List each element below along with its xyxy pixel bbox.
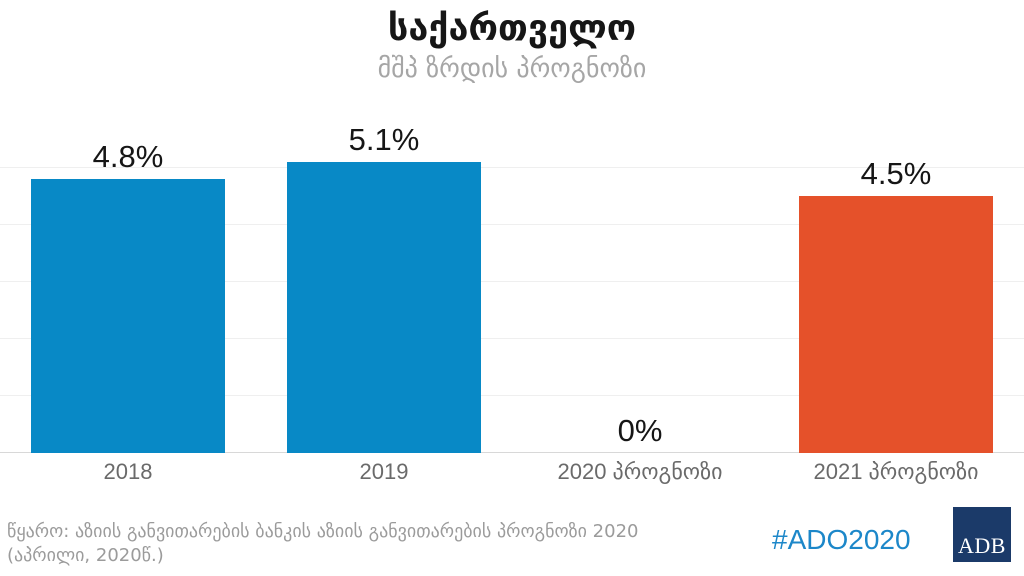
- source-line-1: წყარო: აზიის განვითარების ბანკის აზიის გ…: [7, 521, 639, 542]
- gridline: [0, 395, 1024, 396]
- value-label-2021-forecast: 4.5%: [860, 156, 932, 191]
- value-label-2020-forecast: 0%: [617, 413, 663, 448]
- x-axis-line: [0, 452, 1024, 453]
- adb-logo-text: ADB: [958, 533, 1006, 558]
- bar-group-2020-forecast: 0% 2020 პროგნოზი: [512, 110, 768, 485]
- gridline: [0, 338, 1024, 339]
- x-axis-label-2021-forecast: 2021 პროგნოზი: [813, 459, 979, 484]
- gridline: [0, 281, 1024, 282]
- hashtag-ado2020: #ADO2020: [772, 524, 911, 555]
- gridline: [0, 224, 1024, 225]
- gridline: [0, 167, 1024, 168]
- adb-logo: ADB: [953, 507, 1011, 562]
- bar-2019: [287, 162, 481, 453]
- x-axis-label-2020-forecast: 2020 პროგნოზი: [557, 459, 723, 484]
- value-label-2018: 4.8%: [92, 139, 164, 174]
- source-line-2: (აპრილი, 2020წ.): [7, 545, 164, 566]
- bar-2021-forecast: [799, 196, 993, 453]
- bar-group-2018: 4.8% 2018: [0, 110, 256, 484]
- plot-area: 4.8% 2018 5.1% 2019 0% 2020 პროგნოზი 4.5…: [0, 110, 1024, 485]
- value-label-2019: 5.1%: [348, 122, 420, 157]
- bar-2018: [31, 179, 225, 453]
- bar-slots: 4.8% 2018 5.1% 2019 0% 2020 პროგნოზი 4.5…: [0, 110, 1024, 485]
- bar-group-2021-forecast: 4.5% 2021 პროგნოზი: [768, 110, 1024, 484]
- chart-subtitle: მშპ ზრდის პროგნოზი: [377, 54, 647, 84]
- bar-group-2019: 5.1% 2019: [256, 110, 512, 484]
- x-axis-label-2018: 2018: [103, 459, 153, 484]
- chart-title: საქართველო: [387, 8, 637, 49]
- source-note: წყარო: აზიის განვითარების ბანკის აზიის გ…: [7, 520, 639, 568]
- x-axis-label-2019: 2019: [359, 459, 409, 484]
